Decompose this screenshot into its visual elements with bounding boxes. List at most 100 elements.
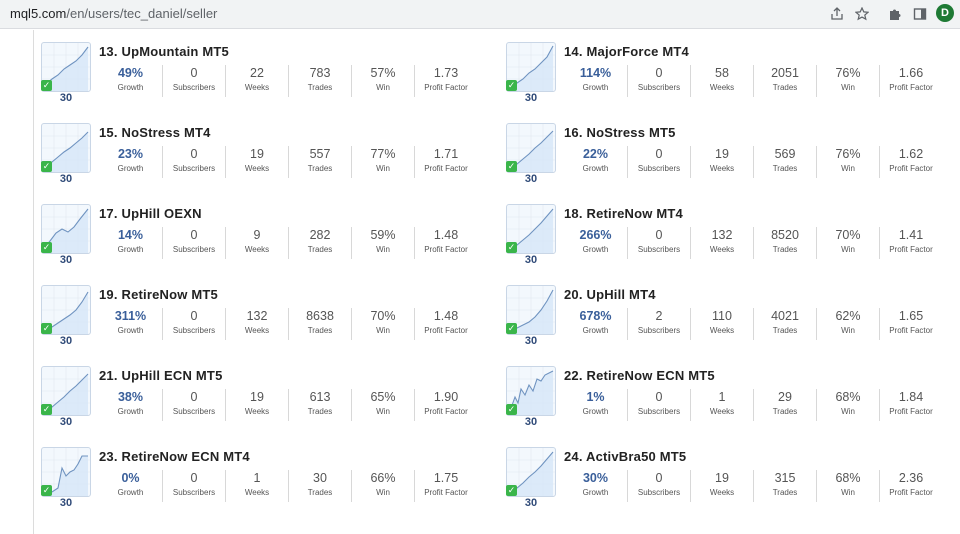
stat-value: 1.66 bbox=[898, 66, 924, 80]
stat-value: 0 bbox=[190, 147, 198, 161]
signal-card[interactable]: ✓ 30 13. UpMountain MT5 49% Growth 0 Sub… bbox=[33, 25, 473, 105]
check-icon: ✓ bbox=[506, 161, 517, 172]
stat-growth: 22% Growth bbox=[564, 146, 627, 178]
signal-card[interactable]: ✓ 30 18. RetireNow MT4 266% Growth 0 Sub… bbox=[498, 187, 938, 267]
stat-label: Trades bbox=[307, 83, 333, 92]
side-panel-icon[interactable] bbox=[910, 4, 930, 24]
stat-growth: 0% Growth bbox=[99, 470, 162, 502]
stat-weeks: 1 Weeks bbox=[225, 470, 288, 502]
stat-value: 2051 bbox=[771, 66, 799, 80]
signal-title[interactable]: 23. RetireNow ECN MT4 bbox=[99, 449, 250, 464]
stat-value: 58 bbox=[715, 66, 729, 80]
equity-thumbnail[interactable] bbox=[506, 285, 556, 335]
stat-label: Subscribers bbox=[172, 326, 216, 335]
signal-card[interactable]: ✓ 30 15. NoStress MT4 23% Growth 0 Subsc… bbox=[33, 106, 473, 186]
stat-label: Subscribers bbox=[637, 407, 681, 416]
stat-label: Win bbox=[376, 164, 390, 173]
stats-row: 311% Growth 0 Subscribers 132 Weeks 8638… bbox=[99, 308, 477, 340]
share-icon[interactable] bbox=[827, 4, 847, 24]
stat-value: 0 bbox=[190, 471, 198, 485]
days-count: 30 bbox=[59, 92, 73, 104]
stat-label: Profit Factor bbox=[889, 326, 933, 335]
extensions-puzzle-icon[interactable] bbox=[885, 4, 905, 24]
stat-weeks: 132 Weeks bbox=[225, 308, 288, 340]
signal-card[interactable]: ✓ 30 21. UpHill ECN MT5 38% Growth 0 Sub… bbox=[33, 349, 473, 429]
signal-title[interactable]: 22. RetireNow ECN MT5 bbox=[564, 368, 715, 383]
stat-trades: 4021 Trades bbox=[753, 308, 816, 340]
stat-profit-factor: 1.48 Profit Factor bbox=[414, 227, 477, 259]
stat-label: Trades bbox=[772, 326, 798, 335]
signal-title[interactable]: 17. UpHill OEXN bbox=[99, 206, 202, 221]
stat-label: Subscribers bbox=[172, 164, 216, 173]
stat-label: Subscribers bbox=[172, 245, 216, 254]
address-bar[interactable]: mql5.com/en/users/tec_daniel/seller bbox=[10, 6, 217, 21]
stat-value: 62% bbox=[835, 309, 861, 323]
stat-value: 0 bbox=[655, 228, 663, 242]
days-count: 30 bbox=[59, 173, 73, 185]
equity-thumbnail[interactable] bbox=[41, 42, 91, 92]
check-icon: ✓ bbox=[506, 80, 517, 91]
stat-subscribers: 0 Subscribers bbox=[627, 389, 690, 421]
stat-value: 8638 bbox=[306, 309, 334, 323]
stat-label: Subscribers bbox=[637, 245, 681, 254]
stat-value: 0 bbox=[655, 390, 663, 404]
signal-card[interactable]: ✓ 30 19. RetireNow MT5 311% Growth 0 Sub… bbox=[33, 268, 473, 348]
stat-label: Growth bbox=[582, 164, 609, 173]
signal-card[interactable]: ✓ 30 24. ActivBra50 MT5 30% Growth 0 Sub… bbox=[498, 430, 938, 510]
stat-weeks: 58 Weeks bbox=[690, 65, 753, 97]
signal-card[interactable]: ✓ 30 14. MajorForce MT4 114% Growth 0 Su… bbox=[498, 25, 938, 105]
stat-label: Weeks bbox=[244, 488, 270, 497]
stat-profit-factor: 1.66 Profit Factor bbox=[879, 65, 942, 97]
signal-title[interactable]: 14. MajorForce MT4 bbox=[564, 44, 689, 59]
signal-card[interactable]: ✓ 30 23. RetireNow ECN MT4 0% Growth 0 S… bbox=[33, 430, 473, 510]
stat-label: Growth bbox=[582, 407, 609, 416]
signal-title[interactable]: 19. RetireNow MT5 bbox=[99, 287, 218, 302]
url-host: mql5.com bbox=[10, 6, 67, 21]
stat-growth: 678% Growth bbox=[564, 308, 627, 340]
stat-label: Weeks bbox=[709, 164, 735, 173]
stat-label: Win bbox=[376, 326, 390, 335]
stat-label: Weeks bbox=[244, 83, 270, 92]
stat-value: 70% bbox=[370, 309, 396, 323]
signal-title[interactable]: 16. NoStress MT5 bbox=[564, 125, 676, 140]
stat-value: 114% bbox=[579, 66, 612, 80]
stat-weeks: 132 Weeks bbox=[690, 227, 753, 259]
signal-title[interactable]: 15. NoStress MT4 bbox=[99, 125, 211, 140]
signal-title[interactable]: 21. UpHill ECN MT5 bbox=[99, 368, 223, 383]
equity-thumbnail[interactable] bbox=[41, 285, 91, 335]
stat-value: 19 bbox=[715, 147, 729, 161]
signal-title[interactable]: 20. UpHill MT4 bbox=[564, 287, 656, 302]
signal-card[interactable]: ✓ 30 17. UpHill OEXN 14% Growth 0 Subscr… bbox=[33, 187, 473, 267]
stat-label: Weeks bbox=[709, 488, 735, 497]
stat-value: 0% bbox=[121, 471, 140, 485]
stat-label: Profit Factor bbox=[424, 245, 468, 254]
days-count: 30 bbox=[59, 335, 73, 347]
stat-label: Trades bbox=[307, 407, 333, 416]
stat-growth: 14% Growth bbox=[99, 227, 162, 259]
stat-weeks: 1 Weeks bbox=[690, 389, 753, 421]
stat-label: Trades bbox=[772, 245, 798, 254]
signal-title[interactable]: 18. RetireNow MT4 bbox=[564, 206, 683, 221]
stat-profit-factor: 1.65 Profit Factor bbox=[879, 308, 942, 340]
stat-profit-factor: 1.73 Profit Factor bbox=[414, 65, 477, 97]
stat-label: Growth bbox=[582, 83, 609, 92]
stat-win: 62% Win bbox=[816, 308, 879, 340]
days-count: 30 bbox=[59, 416, 73, 428]
page-left-border bbox=[33, 30, 34, 534]
stats-row: 23% Growth 0 Subscribers 19 Weeks 557 Tr… bbox=[99, 146, 477, 178]
stat-trades: 2051 Trades bbox=[753, 65, 816, 97]
signal-card[interactable]: ✓ 30 22. RetireNow ECN MT5 1% Growth 0 S… bbox=[498, 349, 938, 429]
stat-value: 9 bbox=[253, 228, 261, 242]
signal-card[interactable]: ✓ 30 20. UpHill MT4 678% Growth 2 Subscr… bbox=[498, 268, 938, 348]
signal-title[interactable]: 13. UpMountain MT5 bbox=[99, 44, 229, 59]
bookmark-star-icon[interactable] bbox=[852, 4, 872, 24]
stat-label: Growth bbox=[117, 488, 144, 497]
stat-label: Growth bbox=[117, 326, 144, 335]
signal-card[interactable]: ✓ 30 16. NoStress MT5 22% Growth 0 Subsc… bbox=[498, 106, 938, 186]
stat-trades: 557 Trades bbox=[288, 146, 351, 178]
stat-value: 2 bbox=[655, 309, 663, 323]
stat-value: 1.48 bbox=[433, 309, 459, 323]
signal-title[interactable]: 24. ActivBra50 MT5 bbox=[564, 449, 687, 464]
stat-subscribers: 2 Subscribers bbox=[627, 308, 690, 340]
profile-avatar[interactable]: D bbox=[936, 4, 954, 22]
